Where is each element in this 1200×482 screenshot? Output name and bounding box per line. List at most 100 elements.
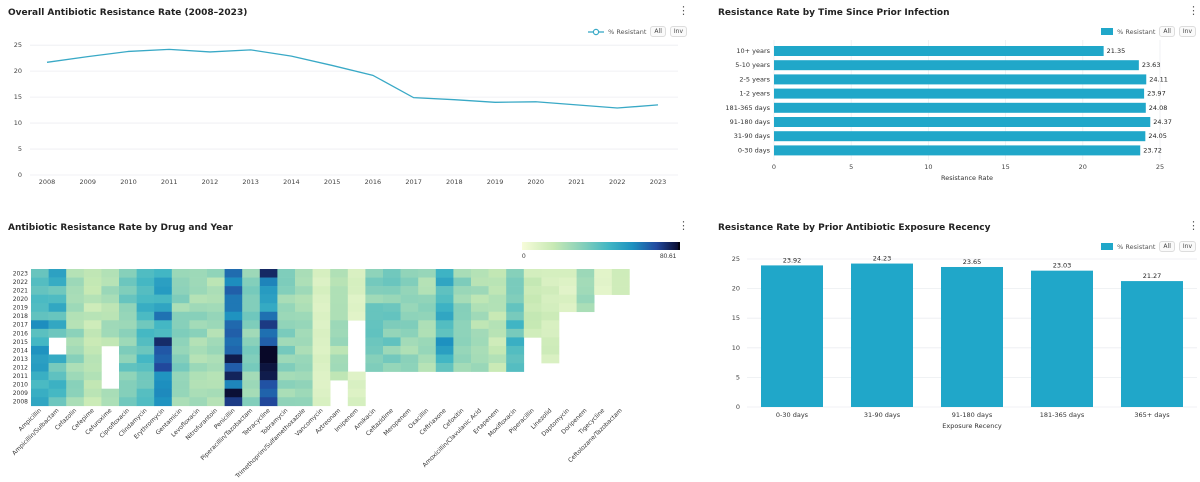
heatmap-cell [295,277,313,287]
heatmap-year-label: 2012 [13,364,28,371]
heatmap-cell [31,345,49,355]
heatmap-cell [119,303,137,313]
heatmap-cell [48,388,67,398]
vbar-chart-menu-icon[interactable]: ⋮ [1188,220,1199,232]
heatmap-cell [435,320,454,330]
hbar-chart-menu-icon[interactable]: ⋮ [1188,5,1199,17]
heatmap-cell [347,303,366,313]
heatmap-cell [242,397,261,407]
heatmap-cell [83,294,102,304]
hbar-category-label: 5-10 years [735,61,770,69]
vbar-all-button[interactable]: All [1159,241,1175,252]
heatmap-cell [312,337,331,347]
heatmap-cell [488,277,507,287]
heatmap-cell [154,328,173,338]
heatmap-cell [295,380,313,389]
heatmap-cell [31,388,49,398]
heatmap-cell [400,277,419,287]
heatmap-cell [488,363,507,372]
heatmap-cell [101,286,120,295]
heatmap-year-label: 2008 [13,399,28,406]
heatmap-cell [242,303,261,313]
heatmap-cell [207,303,225,313]
heatmap-cell [189,363,208,372]
heatmap-cell [453,286,472,295]
heatmap-cell [559,294,577,304]
heatmap-cell [171,303,190,313]
heatmap-cell [31,380,49,389]
heatmap-cell [119,345,137,355]
heatmap-cell [83,303,102,313]
line-chart-panel: Overall Antibiotic Resistance Rate (2008… [0,0,695,200]
line-chart-menu-icon[interactable]: ⋮ [678,5,689,17]
heatmap-cell [506,311,525,321]
heatmap-cell [242,277,261,287]
heatmap-cell [31,320,49,330]
vbar-y-tick-label: 15 [732,314,740,322]
heatmap-cell [189,269,208,278]
vbar-category-label: 31-90 days [864,411,901,419]
heatmap-cell [418,269,437,278]
heatmap-cell [471,269,489,278]
heatmap-cell [101,311,120,321]
heatmap-cell [365,354,384,364]
heatmap-cell [400,294,419,304]
heatmap-year-label: 2020 [13,296,28,303]
heatmap-cell [418,363,437,372]
hbar-all-button[interactable]: All [1159,26,1175,37]
heatmap-cell [83,286,102,295]
heatmap-cell [119,320,137,330]
heatmap-cell [365,277,384,287]
hbar-legend-label: % Resistant [1117,27,1156,36]
heatmap-cell [207,311,225,321]
hbar-inv-button[interactable]: Inv [1178,26,1196,37]
heatmap-cell [365,269,384,278]
heatmap-cell [171,345,190,355]
heatmap-cell [330,371,349,381]
hbar-category-label: 10+ years [736,47,770,55]
hbar-legend-swatch-icon [1101,28,1114,35]
heatmap-cell [136,294,155,304]
heatmap-menu-icon[interactable]: ⋮ [678,220,689,232]
heatmap-cell [312,294,331,304]
heatmap-cell [242,269,261,278]
heatmap-cell [330,328,349,338]
heatmap-cell [207,294,225,304]
heatmap-cell [330,363,349,372]
heatmap-cell [171,371,190,381]
hbar-value-label: 24.05 [1148,132,1167,140]
heatmap-cell [101,269,120,278]
heatmap-cell [242,380,261,389]
heatmap-cell [277,311,296,321]
line-all-button[interactable]: All [650,26,666,37]
heatmap-cell [259,311,278,321]
heatmap-cell [119,363,137,372]
heatmap-cell [31,311,49,321]
hbar-bar [774,74,1147,85]
hbar-x-tick-label: 0 [772,163,776,171]
heatmap-cell [189,311,208,321]
heatmap-cell [383,311,401,321]
heatmap-cell [189,286,208,295]
heatmap-cell [559,286,577,295]
heatmap-cell [48,363,67,372]
heatmap-cell [224,363,243,372]
heatmap-cell [171,363,190,372]
heatmap-cell [418,337,437,347]
hbar-bar [774,46,1104,56]
hbar-value-label: 23.97 [1147,90,1166,98]
line-inv-button[interactable]: Inv [669,26,687,37]
heatmap-cell [66,311,85,321]
heatmap-cell [383,286,401,295]
line-x-tick-label: 2018 [446,178,463,186]
heatmap-cell [347,311,366,321]
heatmap-cell [224,380,243,389]
heatmap-cell [400,286,419,295]
heatmap-cell [83,277,102,287]
hbar-x-tick-label: 15 [1001,163,1009,171]
heatmap-cell [295,311,313,321]
heatmap-cell [66,328,85,338]
vbar-inv-button[interactable]: Inv [1178,241,1196,252]
heatmap-cell [31,354,49,364]
heatmap-cell [471,277,489,287]
